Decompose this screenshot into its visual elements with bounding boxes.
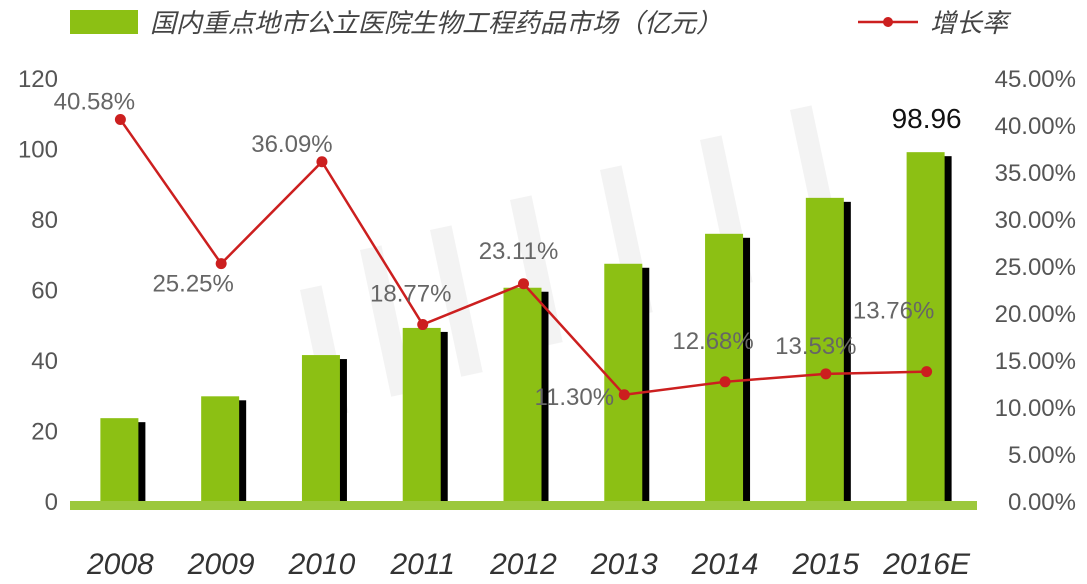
rate-data-label: 18.77% (370, 281, 451, 308)
rate-data-label: 13.76% (853, 298, 934, 325)
bar-value-label: 98.96 (892, 103, 962, 134)
rate-point (316, 156, 328, 168)
bar-shadow (640, 267, 650, 501)
value-labels: 98.96 (892, 103, 962, 134)
bar-shadow (237, 400, 247, 501)
rate-point (618, 389, 630, 401)
bar (906, 152, 945, 501)
rate-point (921, 366, 933, 378)
bar-shadow (841, 201, 851, 501)
x-axis-baseline (70, 501, 977, 510)
right-axis-tick: 5.00% (1008, 442, 1076, 469)
rate-point (719, 376, 731, 388)
bar (201, 396, 240, 501)
bar (100, 418, 139, 501)
legend-line-marker (883, 17, 893, 27)
x-axis-tick: 2011 (389, 548, 455, 581)
left-axis-tick: 80 (31, 207, 58, 234)
left-axis-tick: 40 (31, 348, 58, 375)
x-axis-tick: 2010 (288, 548, 356, 581)
right-axis-tick: 25.00% (995, 254, 1076, 281)
x-axis-tick: 2009 (187, 548, 255, 581)
legend-line-label: 增长率 (930, 9, 1012, 39)
right-axis-tick: 15.00% (995, 348, 1076, 375)
legend: 国内重点地市公立医院生物工程药品市场（亿元） 增长率 (70, 9, 1012, 39)
left-axis: 0 20 40 60 80 100 120 (18, 66, 58, 516)
bar (503, 287, 542, 501)
bar-shadow (942, 156, 952, 501)
x-axis-tick: 2015 (791, 548, 859, 581)
left-axis-tick: 120 (18, 66, 58, 93)
left-axis-tick: 0 (45, 489, 58, 516)
bar-shadow (337, 359, 347, 501)
rate-data-label: 23.11% (479, 238, 559, 265)
left-axis-tick: 60 (31, 278, 58, 305)
bar-shadow (539, 291, 549, 501)
x-axis-tick: 2014 (691, 548, 759, 581)
rate-point (215, 258, 227, 270)
bar-shadow (741, 237, 751, 501)
rate-data-label: 40.58% (54, 89, 135, 116)
bar (705, 233, 744, 501)
bar-shadow (136, 422, 146, 501)
bar-shadow (438, 331, 448, 501)
rate-point (114, 114, 126, 126)
rate-line (114, 114, 933, 401)
rate-point (417, 319, 429, 331)
rate-data-label: 13.53% (775, 333, 856, 360)
rate-data-label: 25.25% (152, 271, 233, 298)
right-axis: 0.00% 5.00% 10.00% 15.00% 20.00% 25.00% 30.00%… (995, 66, 1076, 516)
rate-point (518, 278, 529, 290)
left-axis-tick: 20 (31, 419, 58, 446)
right-axis-tick: 40.00% (995, 113, 1076, 140)
rate-data-label: 11.30% (534, 384, 614, 411)
legend-bar-swatch (70, 10, 138, 34)
legend-bar-label: 国内重点地市公立医院生物工程药品市场（亿元） (150, 9, 722, 39)
x-axis-tick: 2012 (489, 548, 557, 581)
x-axis: 2008 2009 2010 2011 2012 2013 2014 2015 2016E (86, 548, 971, 581)
right-axis-tick: 45.00% (995, 66, 1076, 93)
left-axis-tick: 100 (18, 137, 58, 164)
rate-data-label: 12.68% (672, 328, 753, 355)
right-axis-tick: 10.00% (995, 395, 1076, 422)
bar (604, 263, 643, 501)
bar (805, 197, 844, 501)
right-axis-tick: 35.00% (995, 160, 1076, 187)
rate-labels: 40.58% 25.25% 36.09% 18.77% 23.11% 11.30% 12.6… (54, 89, 935, 411)
x-axis-tick: 2013 (590, 548, 658, 581)
bar (301, 355, 340, 501)
right-axis-tick: 20.00% (995, 301, 1076, 328)
x-axis-tick: 2008 (86, 548, 154, 581)
watermark (300, 105, 843, 418)
bar (402, 327, 441, 501)
right-axis-tick: 0.00% (1008, 489, 1076, 516)
bars (100, 152, 952, 501)
rate-data-label: 36.09% (251, 131, 332, 158)
rate-point (820, 368, 832, 380)
x-axis-tick: 2016E (882, 548, 971, 581)
right-axis-tick: 30.00% (995, 207, 1076, 234)
